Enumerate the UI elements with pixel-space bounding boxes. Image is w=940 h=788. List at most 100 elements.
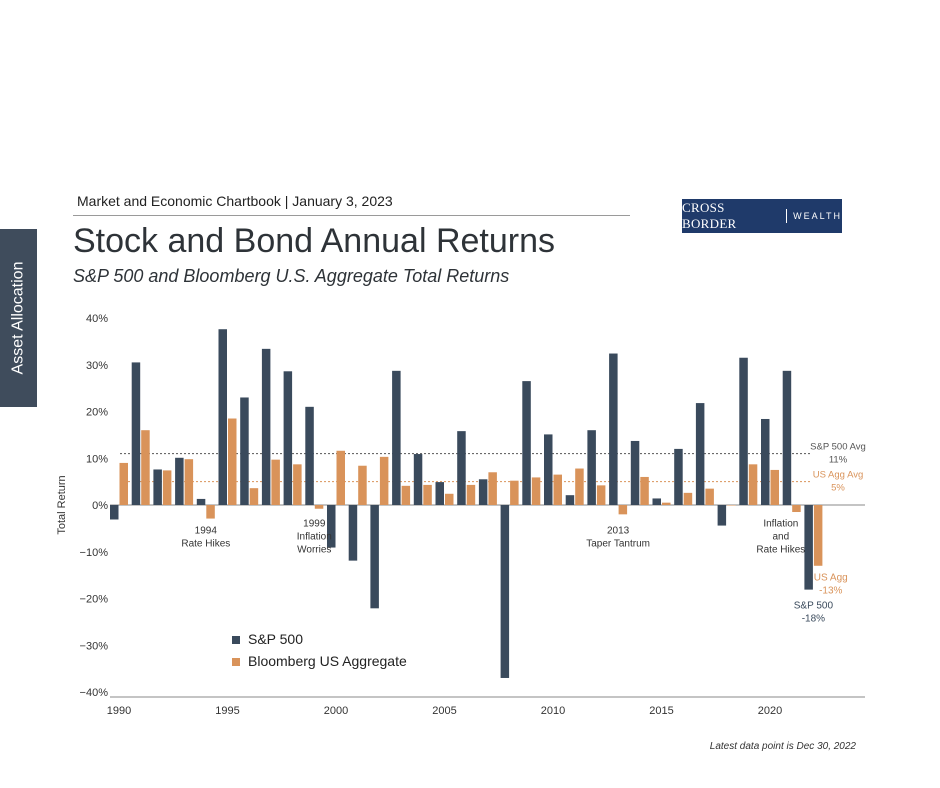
sp500-bar bbox=[261, 348, 271, 505]
x-tick-label: 2020 bbox=[758, 705, 782, 717]
agg-bar bbox=[184, 459, 194, 505]
asset-allocation-tab[interactable]: Asset Allocation bbox=[0, 229, 37, 407]
agg-bar bbox=[727, 505, 736, 506]
average-line-label: S&P 500 Avg bbox=[810, 442, 866, 453]
y-tick-label: −10% bbox=[80, 547, 109, 559]
annotation-text: 1994 bbox=[195, 526, 218, 537]
annotation-text: Rate Hikes bbox=[181, 539, 230, 550]
sp500-bar bbox=[652, 498, 661, 505]
sp500-bar bbox=[283, 371, 293, 505]
agg-bar bbox=[705, 488, 714, 505]
agg-bar bbox=[119, 462, 128, 505]
annotation-text: 1999 bbox=[303, 519, 326, 530]
y-tick-label: −30% bbox=[80, 640, 109, 652]
agg-bar bbox=[488, 472, 497, 505]
header-divider bbox=[73, 215, 630, 216]
agg-bar bbox=[423, 484, 432, 505]
sp500-bar bbox=[196, 498, 206, 505]
sp500-bar bbox=[717, 505, 727, 526]
x-tick-label: 2015 bbox=[649, 705, 673, 717]
agg-bar bbox=[228, 418, 237, 505]
sp500-bar bbox=[478, 479, 488, 505]
x-tick-label: 2010 bbox=[541, 705, 565, 717]
agg-bar bbox=[553, 474, 562, 505]
logo-word: WEALTH bbox=[793, 211, 842, 221]
x-tick-label: 1995 bbox=[215, 705, 239, 717]
sp500-bar bbox=[327, 505, 336, 548]
sp500-bar bbox=[392, 370, 401, 505]
cross-border-wealth-logo: CROSS BORDER WEALTH bbox=[682, 199, 842, 233]
sp500-bar bbox=[457, 431, 466, 505]
sp500-bar bbox=[544, 434, 553, 505]
sp500-bar bbox=[761, 418, 770, 505]
agg-bar bbox=[813, 505, 823, 566]
y-tick-label: 30% bbox=[86, 360, 108, 372]
legend-swatch bbox=[232, 658, 240, 666]
agg-bar bbox=[683, 492, 693, 505]
sp500-bar bbox=[695, 403, 705, 505]
agg-bar bbox=[618, 505, 628, 515]
y-tick-label: 40% bbox=[86, 313, 108, 325]
agg-bar bbox=[770, 469, 779, 505]
agg-bar bbox=[596, 485, 606, 505]
annotation-text: Taper Tantrum bbox=[586, 539, 650, 550]
sp500-bar bbox=[500, 505, 510, 678]
y-tick-label: −40% bbox=[80, 687, 109, 699]
legend-swatch bbox=[232, 636, 240, 644]
chartbook-header: Market and Economic Chartbook | January … bbox=[77, 193, 393, 209]
annotation-text: US Agg bbox=[814, 572, 848, 583]
sp500-bar bbox=[739, 357, 748, 505]
sp500-bar bbox=[131, 362, 141, 505]
sp500-bar bbox=[804, 505, 813, 590]
sp500-bar bbox=[435, 482, 444, 505]
y-tick-label: −20% bbox=[80, 594, 109, 606]
annotation-text: Inflation bbox=[297, 532, 332, 543]
annotation-text: -13% bbox=[819, 585, 842, 596]
agg-bar bbox=[379, 456, 389, 505]
sp500-bar bbox=[674, 448, 683, 505]
average-line-label: US Agg Avg bbox=[813, 470, 864, 481]
chart-title: Stock and Bond Annual Returns bbox=[73, 222, 555, 260]
annotation-text: -18% bbox=[802, 614, 825, 625]
sp500-bar bbox=[153, 469, 162, 505]
agg-bar bbox=[640, 476, 649, 505]
agg-bar bbox=[662, 502, 671, 505]
legend-label: Bloomberg US Aggregate bbox=[248, 653, 407, 669]
sp500-bar bbox=[348, 505, 358, 561]
agg-bar bbox=[206, 505, 215, 519]
agg-bar bbox=[271, 459, 280, 505]
agg-bar bbox=[531, 477, 541, 505]
annotation-text: and bbox=[773, 532, 790, 543]
agg-bar bbox=[141, 430, 150, 505]
sp500-bar bbox=[630, 440, 640, 505]
sp500-bar bbox=[565, 495, 575, 505]
annotation-text: Rate Hikes bbox=[756, 545, 805, 556]
average-line-value: 5% bbox=[831, 483, 845, 494]
sp500-bar bbox=[370, 505, 379, 609]
agg-bar bbox=[162, 470, 172, 505]
x-tick-label: 1990 bbox=[107, 705, 131, 717]
sp500-bar bbox=[587, 430, 596, 505]
sp500-bar bbox=[305, 406, 314, 505]
sp500-bar bbox=[782, 370, 792, 505]
agg-bar bbox=[249, 488, 259, 505]
sp500-bar bbox=[175, 457, 184, 505]
sp500-bar bbox=[413, 454, 423, 505]
chart-subtitle: S&P 500 and Bloomberg U.S. Aggregate Tot… bbox=[73, 266, 510, 286]
logo-separator bbox=[786, 209, 788, 223]
legend-label: S&P 500 bbox=[248, 631, 303, 647]
sp500-bar bbox=[110, 505, 119, 520]
y-axis-label: Total Return bbox=[56, 475, 68, 534]
agg-bar bbox=[792, 505, 801, 513]
agg-bar bbox=[510, 480, 519, 505]
agg-bar bbox=[293, 464, 302, 505]
agg-bar bbox=[575, 468, 584, 505]
average-line-value: 11% bbox=[829, 455, 848, 466]
footnote: Latest data point is Dec 30, 2022 bbox=[709, 741, 856, 752]
x-tick-label: 2000 bbox=[324, 705, 348, 717]
sp500-bar bbox=[240, 397, 249, 505]
agg-bar bbox=[466, 484, 476, 505]
y-tick-label: 10% bbox=[86, 453, 108, 465]
logo-brand: CROSS BORDER bbox=[682, 200, 737, 231]
agg-bar bbox=[336, 450, 345, 505]
